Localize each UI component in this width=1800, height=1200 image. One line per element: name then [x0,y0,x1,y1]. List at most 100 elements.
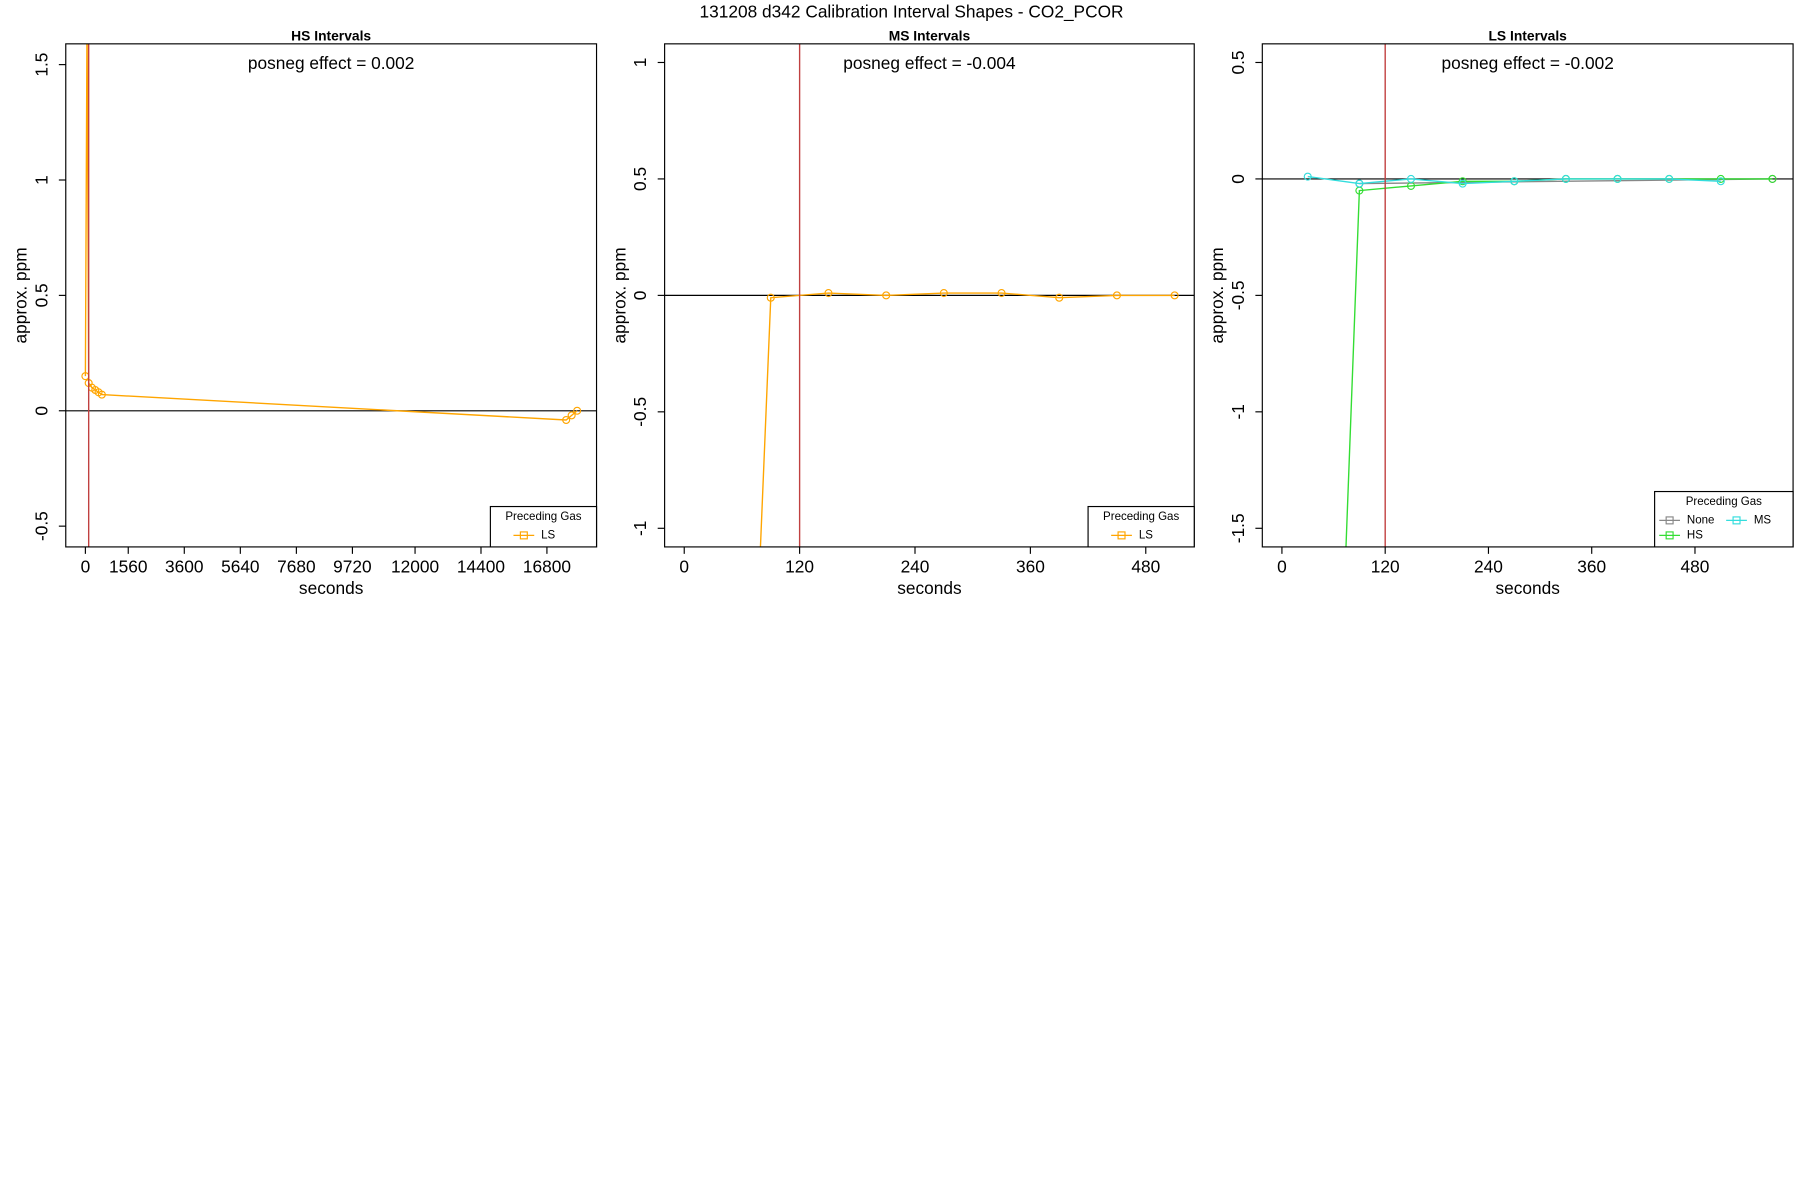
x-tick-label: 12000 [391,556,439,576]
y-tick-label: -1.5 [1228,513,1248,543]
y-tick-label: 1.5 [31,53,51,77]
legend-title: Preceding Gas [1103,511,1179,523]
panel: MS Intervals posneg effect = -0.004 second… [609,28,1195,998]
data-point [1665,174,1674,183]
x-axis-label: seconds [299,578,364,598]
legend-label: LS [541,529,555,541]
data-point [1303,172,1312,181]
y-axis-label: approx. ppm [10,247,30,343]
x-tick-label: 120 [785,556,814,576]
x-tick-label: 5640 [221,556,259,576]
data-point [1561,174,1570,183]
x-tick-label: 0 [81,556,91,576]
data-point [1613,174,1622,183]
data-point [1768,174,1777,183]
data-point [1458,179,1467,188]
panel-title: HS Intervals [291,28,371,44]
data-point [1716,174,1725,183]
plot-frame [65,43,598,548]
legend-title: Preceding Gas [505,511,581,523]
x-tick-label: 3600 [165,556,203,576]
legend-title: Preceding Gas [1686,496,1762,508]
y-tick-label: -1 [630,521,650,536]
y-tick-label: 0 [31,406,51,416]
data-point [1330,874,1337,881]
annotation: posneg effect = 0.002 [248,53,415,73]
x-tick-label: 360 [1016,556,1045,576]
data-point [1716,177,1725,186]
y-tick-label: 0.5 [1228,50,1248,74]
x-tick-label: 14400 [457,556,505,576]
x-tick-label: 0 [1277,556,1287,576]
data-point [1355,179,1364,188]
x-tick-label: 480 [1131,556,1160,576]
data-point [766,293,775,302]
plot-frame [664,43,1195,548]
data-point [1458,177,1467,186]
y-tick-label: 0 [630,291,650,301]
y-tick-label: 1 [630,58,650,68]
y-tick-label: -1 [1228,404,1248,419]
panel: HS Intervals posneg effect = 0.002 seconds… [10,15,598,598]
y-tick-label: -0.5 [31,511,51,541]
x-tick-label: 9720 [333,556,371,576]
legend-marker [1732,516,1741,525]
data-point [882,291,891,300]
legend-box [1087,505,1195,548]
legend-box [489,505,598,548]
legend-marker [519,531,528,540]
plot-frame [1261,43,1794,548]
data-point [567,411,576,420]
x-tick-label: 240 [901,556,930,576]
annotation: posneg effect = -0.002 [1442,53,1614,73]
series-line [759,292,1175,547]
x-axis-label: seconds [1495,578,1560,598]
data-point [1406,174,1416,183]
y-axis-label: approx. ppm [609,247,629,343]
legend-marker [1117,531,1126,540]
panel-title: LS Intervals [1488,28,1567,44]
data-point [1055,293,1064,302]
y-tick-label: 0.5 [31,283,51,307]
data-point [738,991,745,998]
legend-label: LS [1139,529,1153,541]
legend-marker [1665,531,1674,540]
data-point [84,15,91,22]
legend-box [1654,490,1794,548]
panel: LS Intervals posneg effect = -0.002 second… [1207,28,1794,881]
x-tick-label: 480 [1681,556,1710,576]
series-line [84,43,578,421]
legend-label: MS [1754,514,1772,526]
data-point [573,406,582,415]
x-tick-label: 0 [679,556,689,576]
data-point [1112,291,1121,300]
legend-marker [1665,516,1674,525]
series-line [1307,175,1721,185]
annotation: posneg effect = -0.004 [843,53,1016,73]
y-tick-label: 0 [1228,174,1248,184]
y-tick-label: -0.5 [630,397,650,427]
data-point [97,390,106,399]
data-point [562,415,571,425]
y-tick-label: 1 [31,175,51,185]
figure-title: 131208 d342 Calibration Interval Shapes … [700,1,1124,21]
data-point [997,289,1006,298]
x-tick-label: 1560 [109,556,147,576]
x-axis-label: seconds [897,578,962,598]
y-tick-label: -0.5 [1228,280,1248,310]
legend-label: HS [1687,529,1703,541]
panel-title: MS Intervals [889,28,971,44]
x-tick-label: 120 [1371,556,1400,576]
data-point [1170,291,1179,300]
series-line [1359,178,1773,185]
x-tick-label: 7680 [277,556,315,576]
y-tick-label: 0.5 [630,167,650,191]
data-point [1510,177,1519,186]
y-axis-label: approx. ppm [1207,247,1227,343]
data-point [939,289,948,298]
x-tick-label: 16800 [523,556,571,576]
x-tick-label: 240 [1474,556,1503,576]
legend-label: None [1687,514,1715,526]
data-point [824,289,833,298]
